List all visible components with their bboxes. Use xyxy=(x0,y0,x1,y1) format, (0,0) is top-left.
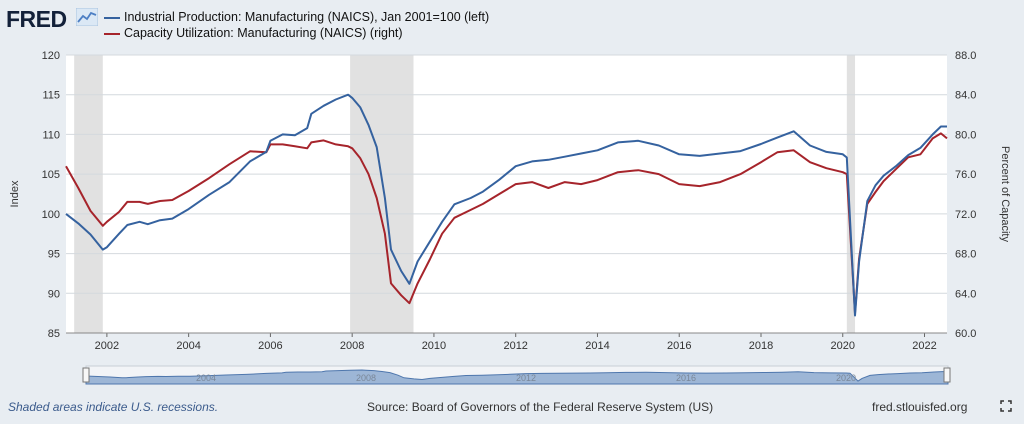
recession-note: Shaded areas indicate U.S. recessions. xyxy=(8,400,219,414)
x-tick-label: 2004 xyxy=(176,340,200,352)
y-left-tick-label: 105 xyxy=(42,169,60,181)
recession-band-2 xyxy=(846,55,856,333)
series-line-industrial-production xyxy=(65,93,947,317)
navigator-year-label: 2008 xyxy=(356,373,376,383)
y-left-tick-label: 120 xyxy=(42,50,60,62)
y-right-tick-label: 64.0 xyxy=(955,288,976,300)
fred-url-link[interactable]: fred.stlouisfed.org xyxy=(872,400,968,414)
fred-graph-icon xyxy=(76,8,98,26)
x-tick-label: 2008 xyxy=(340,340,364,352)
navigator-year-label: 2016 xyxy=(676,373,696,383)
y-right-tick-label: 72.0 xyxy=(955,209,976,221)
y-right-tick-label: 88.0 xyxy=(955,50,976,62)
x-tick-label: 2016 xyxy=(667,340,691,352)
fullscreen-icon[interactable] xyxy=(1000,400,1012,412)
recession-band-0 xyxy=(74,55,103,333)
chart-footer: Shaded areas indicate U.S. recessions. S… xyxy=(0,392,1024,422)
x-tick-label: 2010 xyxy=(422,340,446,352)
y-right-tick-label: 68.0 xyxy=(955,249,976,261)
navigator-year-label: 2012 xyxy=(516,373,536,383)
y-left-tick-label: 110 xyxy=(42,129,60,141)
series-line-capacity-utilization xyxy=(65,132,948,315)
x-tick-label: 2020 xyxy=(831,340,855,352)
y-right-tick-label: 76.0 xyxy=(955,169,976,181)
x-tick-label: 2014 xyxy=(585,340,609,352)
y-right-tick-label: 60.0 xyxy=(955,328,976,340)
y-right-tick-label: 80.0 xyxy=(955,129,976,141)
y-left-tick-label: 115 xyxy=(42,90,60,102)
plot-background xyxy=(66,55,947,333)
navigator-series xyxy=(85,369,949,385)
y-right-axis-label: Percent of Capacity xyxy=(999,146,1011,242)
source-note: Source: Board of Governors of the Federa… xyxy=(367,400,714,414)
legend-swatch-red xyxy=(104,32,120,35)
y-right-tick-label: 84.0 xyxy=(955,90,976,102)
legend-label-capacity-utilization: Capacity Utilization: Manufacturing (NAI… xyxy=(124,26,403,40)
legend-item-capacity-utilization[interactable]: Capacity Utilization: Manufacturing (NAI… xyxy=(104,26,403,40)
y-left-tick-label: 85 xyxy=(48,328,60,340)
x-tick-label: 2022 xyxy=(912,340,936,352)
navigator-year-label: 2020 xyxy=(836,373,856,383)
chart-header: FRED Industrial Production: Manufacturin… xyxy=(0,0,1024,46)
y-left-axis-label: Index xyxy=(9,180,21,207)
navigator-year-label: 2004 xyxy=(196,373,216,383)
legend-label-industrial-production: Industrial Production: Manufacturing (NA… xyxy=(124,10,490,24)
y-left-tick-label: 90 xyxy=(48,288,60,300)
legend-item-industrial-production[interactable]: Industrial Production: Manufacturing (NA… xyxy=(104,10,489,24)
fred-logo[interactable]: FRED xyxy=(6,6,67,32)
chart-area: 85 90 95 100 105 110 115 120 60.0 64.0 68.0 72.0 76.… xyxy=(9,50,1011,385)
y-left-tick-label: 100 xyxy=(42,209,60,221)
x-tick-label: 2012 xyxy=(503,340,527,352)
y-left-tick-label: 95 xyxy=(48,249,60,261)
recession-band-1 xyxy=(350,55,414,333)
x-tick-label: 2006 xyxy=(258,340,282,352)
navigator-handle-right[interactable] xyxy=(943,367,951,383)
legend-swatch-blue xyxy=(104,16,120,19)
navigator-handle-left[interactable] xyxy=(82,367,90,383)
x-tick-label: 2018 xyxy=(749,340,773,352)
x-tick-label: 2002 xyxy=(95,340,119,352)
